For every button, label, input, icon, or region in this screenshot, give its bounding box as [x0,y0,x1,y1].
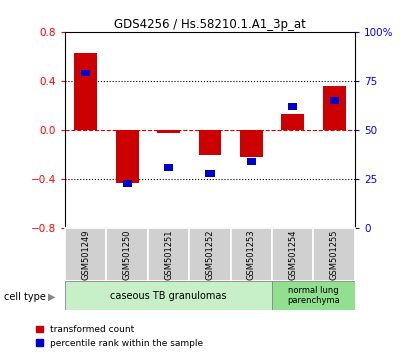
Bar [107,228,148,281]
Text: GSM501252: GSM501252 [205,230,215,280]
Bar [148,228,189,281]
Text: cell type: cell type [4,292,46,302]
Bar [240,130,263,157]
Text: GSM501253: GSM501253 [247,229,256,280]
Bar [313,228,355,281]
Bar [74,53,97,130]
Text: GSM501251: GSM501251 [164,230,173,280]
Bar [205,170,215,177]
Bar [323,86,346,130]
Bar [272,228,313,281]
Text: GSM501254: GSM501254 [288,230,297,280]
Text: normal lung
parenchyma: normal lung parenchyma [287,286,340,305]
Legend: transformed count, percentile rank within the sample: transformed count, percentile rank withi… [36,325,204,348]
Bar [231,228,272,281]
Title: GDS4256 / Hs.58210.1.A1_3p_at: GDS4256 / Hs.58210.1.A1_3p_at [114,18,306,31]
Bar [288,103,297,110]
Bar [157,130,180,132]
Bar [189,228,231,281]
Bar [81,70,90,76]
Text: GSM501255: GSM501255 [330,230,339,280]
Bar [65,228,107,281]
Bar [65,281,272,310]
Bar [199,130,221,155]
Text: caseous TB granulomas: caseous TB granulomas [110,291,227,301]
Bar [116,130,139,183]
Bar [272,281,355,310]
Bar [281,114,304,130]
Bar [164,164,173,171]
Bar [123,180,132,187]
Bar [330,97,339,104]
Text: GSM501250: GSM501250 [123,230,132,280]
Text: ▶: ▶ [48,292,56,302]
Bar [247,158,256,165]
Text: GSM501249: GSM501249 [81,230,90,280]
